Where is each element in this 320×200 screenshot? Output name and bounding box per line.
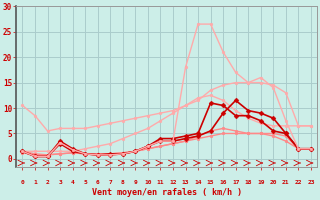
X-axis label: Vent moyen/en rafales ( km/h ): Vent moyen/en rafales ( km/h ) <box>92 188 242 197</box>
